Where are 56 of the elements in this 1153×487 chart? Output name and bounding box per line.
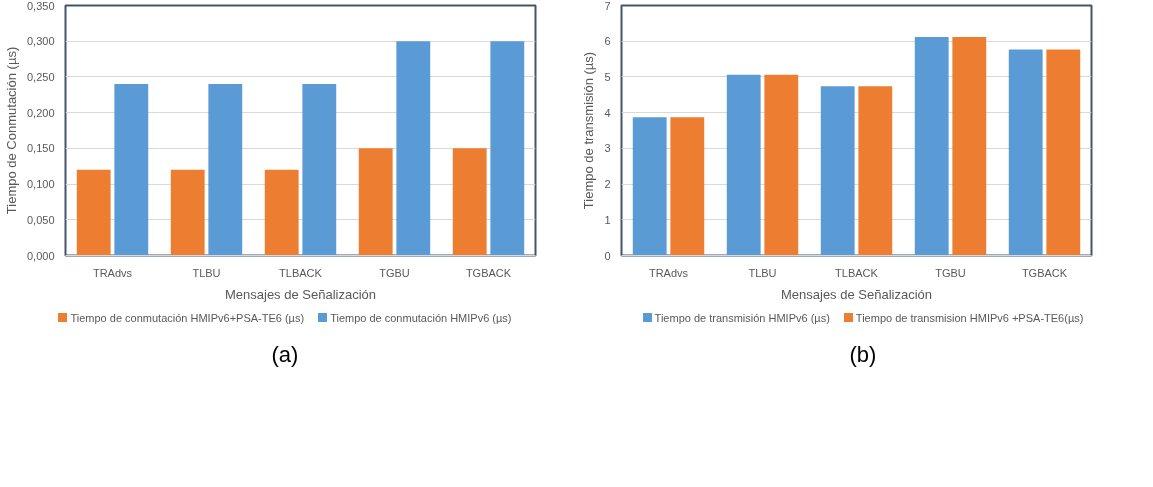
bar	[726, 74, 761, 256]
bar	[170, 169, 205, 256]
bar	[632, 117, 667, 256]
bar	[452, 148, 487, 256]
legend-label: Tiempo de transmisión HMIPv6 (µs)	[653, 312, 830, 324]
y-axis-title: Tiempo de Conmutación (µs)	[3, 46, 19, 215]
y-axis-title: Tiempo de transmisión (µs)	[581, 51, 597, 210]
x-tick-label: TGBU	[379, 266, 410, 279]
y-tick-label: 0,100	[26, 178, 55, 191]
y-tick-label: 0,050	[26, 213, 55, 226]
bar	[1008, 49, 1043, 256]
y-tick-label: 0,200	[26, 106, 55, 119]
y-tick-label: 0,350	[26, 0, 55, 12]
x-axis-title: Mensajes de Señalización	[224, 286, 377, 302]
x-tick-label: TLBU	[192, 266, 221, 279]
x-tick-label: TLBACK	[835, 266, 879, 279]
bar	[764, 74, 799, 256]
bar	[490, 41, 525, 256]
bar	[358, 148, 393, 256]
y-tick-label: 6	[604, 35, 611, 48]
legend-label: Tiempo de conmutación HMIPv6 (µs)	[329, 312, 512, 324]
x-tick-label: TRAdvs	[92, 266, 133, 279]
y-tick-label: 1	[604, 213, 611, 226]
bar	[670, 117, 705, 256]
x-axis-title: Mensajes de Señalización	[780, 286, 933, 302]
y-tick-label: 5	[604, 70, 611, 83]
legend-label: Tiempo de transmision HMIPv6 +PSA-TE6(µs)	[854, 312, 1084, 324]
bar	[858, 86, 893, 256]
legend-label: Tiempo de conmutación HMIPv6+PSA-TE6 (µs)	[69, 312, 305, 324]
x-tick-label: TRAdvs	[648, 266, 689, 279]
y-tick-label: 0,000	[26, 249, 55, 262]
x-tick-label: TLBU	[748, 266, 777, 279]
bar	[820, 86, 855, 256]
bar	[396, 41, 431, 256]
y-tick-label: 3	[604, 142, 611, 155]
y-tick-label: 0,150	[26, 142, 55, 155]
y-tick-label: 7	[604, 0, 611, 12]
bar	[914, 36, 949, 256]
y-tick-label: 0,250	[26, 70, 55, 83]
bar	[114, 84, 149, 256]
bar	[76, 169, 111, 256]
bar	[302, 84, 337, 256]
bar	[264, 169, 299, 256]
text: (a)	[271, 340, 299, 369]
bar	[208, 84, 243, 256]
x-tick-label: TGBU	[935, 266, 966, 279]
y-tick-label: 0	[604, 249, 611, 262]
y-tick-label: 4	[604, 106, 611, 119]
bar	[952, 36, 987, 256]
x-tick-label: TLBACK	[279, 266, 323, 279]
y-tick-label: 0,300	[26, 35, 55, 48]
x-tick-label: TGBACK	[1021, 266, 1068, 279]
text: (b)	[849, 340, 877, 369]
bar	[1046, 49, 1081, 256]
x-tick-label: TGBACK	[465, 266, 512, 279]
y-tick-label: 2	[604, 178, 611, 191]
